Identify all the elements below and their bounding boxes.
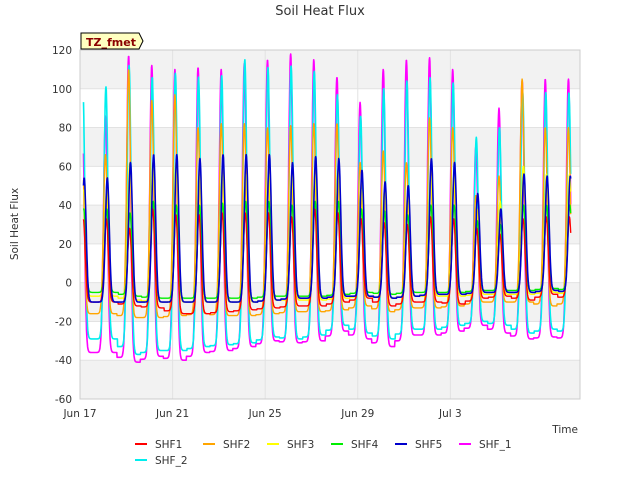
y-tick-label: 20 <box>59 239 72 251</box>
legend-item-shf-2: SHF_2 <box>135 455 188 467</box>
badge-shape <box>80 32 144 50</box>
y-tick-label: 120 <box>52 45 72 57</box>
site-badge: TZ_fmet <box>80 32 144 50</box>
x-tick-label: Jul 3 <box>438 408 462 420</box>
series-lines <box>82 53 572 363</box>
x-tick-label: Jun 21 <box>155 408 189 420</box>
x-tick-labels: Jun 17 Jun 21 Jun 25 Jun 29 Jul 3 <box>62 408 461 420</box>
badge-label: TZ_fmet <box>86 36 136 49</box>
y-tick-labels: -60 -40 -20 0 20 40 60 80 100 120 <box>52 45 72 406</box>
legend-item-shf5: SHF5 <box>395 439 442 451</box>
y-tick-label: 60 <box>59 161 72 173</box>
legend-label: SHF3 <box>287 439 314 451</box>
series-line-shf-1 <box>82 53 572 363</box>
legend-label: SHF2 <box>223 439 250 451</box>
y-tick-label: -60 <box>55 394 72 406</box>
legend: SHF1 SHF2 SHF3 SHF4 SHF5 SHF_1 SHF_2 <box>135 439 512 467</box>
series-line-shf4 <box>82 200 572 299</box>
y-tick-label: 0 <box>65 278 72 290</box>
y-tick-label: -20 <box>55 316 72 328</box>
legend-label: SHF1 <box>155 439 182 451</box>
background-bands <box>80 50 580 399</box>
y-tick-label: 40 <box>59 200 72 212</box>
legend-item-shf3: SHF3 <box>267 439 314 451</box>
y-axis-label: Soil Heat Flux <box>9 188 21 260</box>
legend-label: SHF_1 <box>479 439 512 451</box>
series-line-shf-2 <box>82 59 572 356</box>
x-tick-label: Jun 25 <box>248 408 282 420</box>
background-band <box>80 50 580 89</box>
y-tick-label: 100 <box>52 84 72 96</box>
legend-label: SHF5 <box>415 439 442 451</box>
x-tick-label: Jun 17 <box>62 408 96 420</box>
legend-label: SHF4 <box>351 439 379 451</box>
background-band <box>80 360 580 399</box>
chart-title: Soil Heat Flux <box>275 4 365 19</box>
legend-item-shf4: SHF4 <box>331 439 379 451</box>
x-axis-label: Time <box>551 424 578 436</box>
legend-item-shf1: SHF1 <box>135 439 182 451</box>
series-line-shf5 <box>82 153 572 303</box>
y-tick-label: 80 <box>59 123 72 135</box>
background-band <box>80 127 580 167</box>
x-tick-label: Jun 29 <box>340 408 374 420</box>
series-line-shf1 <box>82 208 572 315</box>
legend-item-shf2: SHF2 <box>203 439 250 451</box>
y-tick-label: -40 <box>55 355 72 367</box>
legend-item-shf-1: SHF_1 <box>459 439 512 451</box>
series-line-shf2 <box>82 69 572 319</box>
legend-label: SHF_2 <box>155 455 188 467</box>
plot-area-border <box>79 49 581 400</box>
